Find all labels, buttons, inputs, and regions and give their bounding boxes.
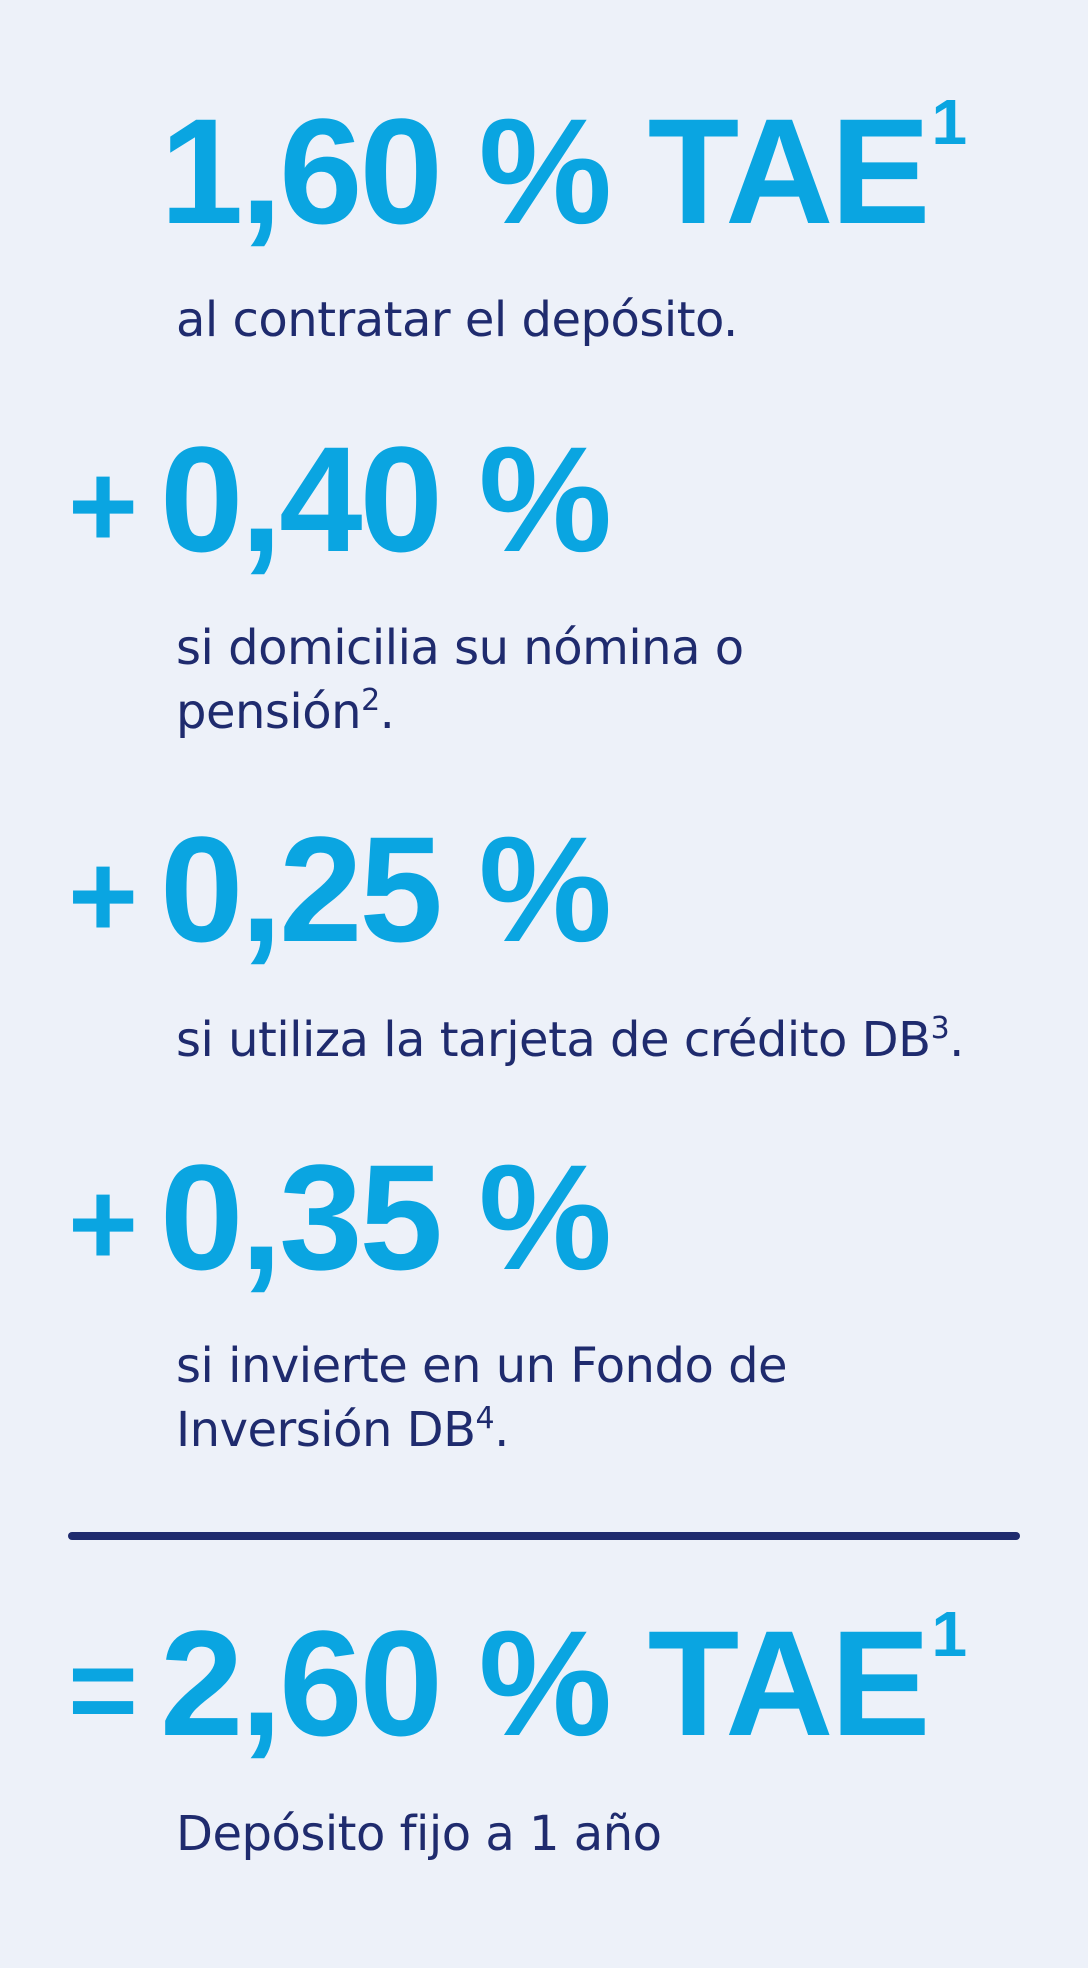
description-suffix: . [949,1012,964,1068]
plus-operator: + [68,829,139,963]
base-rate-row: 1,60 % TAE1 [0,90,1088,246]
total-rate-value: 2,60 % TAE1 [160,1602,967,1758]
bonus-description-text: si invierte en un Fondo de Inversión DB [176,1338,788,1458]
base-rate-value: 1,60 % TAE1 [160,90,967,246]
total-rate-footnote: 1 [931,1598,968,1670]
bonus-description-credit-card: si utiliza la tarjeta de crédito DB3. [176,1008,1056,1072]
bonus-rate-value: 0,25 % [160,805,612,973]
description-suffix: . [379,684,395,740]
footnote-marker: 2 [361,683,380,718]
plus-operator: + [68,1157,139,1291]
base-rate-description: al contratar el depósito. [176,292,738,348]
bonus-rate-value: 0,40 % [160,415,612,583]
bonus-rate-value: 0,35 % [160,1133,612,1301]
description-suffix: . [494,1402,509,1458]
total-rate-row: = 2,60 % TAE1 [0,1602,1088,1758]
sum-divider [68,1532,1020,1540]
bonus-description-investment-fund: si invierte en un Fondo de Inversión DB4… [176,1334,856,1462]
footnote-marker: 4 [475,1401,495,1436]
total-description: Depósito fijo a 1 año [176,1806,662,1862]
footnote-marker: 3 [930,1011,950,1046]
bonus-row-credit-card: + 0,25 % [0,814,1088,964]
base-rate-footnote: 1 [931,86,968,158]
total-rate-text: 2,60 % TAE [160,1599,931,1767]
bonus-description-text: si utiliza la tarjeta de crédito DB [176,1012,931,1068]
bonus-description-payroll: si domicilia su nómina o pensión2. [176,616,816,744]
bonus-row-investment-fund: + 0,35 % [0,1142,1088,1292]
equals-operator: = [68,1623,139,1757]
base-rate-text: 1,60 % TAE [160,87,931,255]
bonus-description-text: si domicilia su nómina o pensión [176,620,744,740]
bonus-row-payroll: + 0,40 % [0,424,1088,574]
plus-operator: + [68,439,139,573]
